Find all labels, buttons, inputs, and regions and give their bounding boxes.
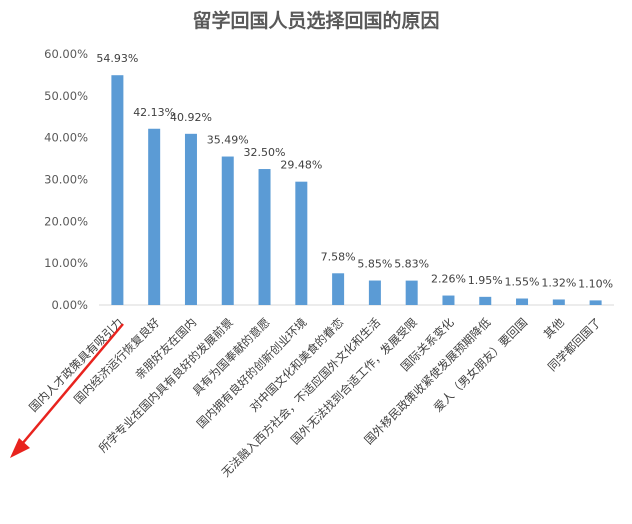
red-arrow-head xyxy=(10,438,30,458)
y-tick-label: 30.00% xyxy=(44,173,88,187)
bar xyxy=(184,133,197,305)
bar xyxy=(295,181,308,305)
bar xyxy=(258,169,271,305)
data-label: 29.48% xyxy=(280,159,322,172)
y-tick-label: 40.00% xyxy=(44,131,88,145)
chart-title: 留学回国人员选择回国的原因 xyxy=(192,9,439,32)
category-label: 其他 xyxy=(541,315,568,342)
category-labels-group: 国内人才政策具有吸引力国内经济运行恢复良好亲朋好友在国内所学专业在国内具有良好的… xyxy=(26,315,604,480)
data-label: 35.49% xyxy=(207,134,249,147)
bar xyxy=(516,298,529,305)
bar xyxy=(442,295,455,305)
bar xyxy=(148,128,161,305)
data-labels-group: 54.93% 42.13%40.92% 35.49%32.50%29.48% 7.58… xyxy=(96,52,613,290)
red-arrow-annotation xyxy=(10,323,124,458)
data-label: 42.13% xyxy=(133,106,175,119)
bars-group xyxy=(111,75,602,305)
y-tick-label: 10.00% xyxy=(44,256,88,270)
data-label: 7.58% xyxy=(321,250,356,263)
bar xyxy=(111,75,124,305)
data-label: 5.83% xyxy=(394,258,429,271)
data-label: 32.50% xyxy=(244,146,286,159)
data-label: 54.93% xyxy=(96,52,138,65)
red-arrow-shaft xyxy=(21,323,124,445)
y-tick-label: 50.00% xyxy=(44,89,88,103)
y-tick-label: 0.00% xyxy=(51,298,88,312)
bar xyxy=(332,273,345,305)
y-tick-label: 60.00% xyxy=(44,47,88,61)
y-tick-label: 20.00% xyxy=(44,214,88,228)
y-axis: 0.00% 10.00% 20.00% 30.00% 40.00% 50.00% 60.00… xyxy=(44,47,88,312)
data-label: 40.92% xyxy=(170,111,212,124)
data-label: 5.85% xyxy=(357,258,392,271)
data-label: 1.32% xyxy=(541,276,576,289)
category-label: 所学专业在国内具有良好的发展前景 xyxy=(96,315,236,455)
data-label: 2.26% xyxy=(431,273,466,286)
data-label: 1.95% xyxy=(468,274,503,287)
bar xyxy=(405,280,418,305)
bar xyxy=(221,156,234,305)
data-label: 1.55% xyxy=(505,276,540,289)
bar xyxy=(552,299,565,305)
bar xyxy=(589,300,602,305)
data-label: 1.10% xyxy=(578,277,613,290)
bar xyxy=(368,280,381,305)
bar xyxy=(479,296,492,305)
